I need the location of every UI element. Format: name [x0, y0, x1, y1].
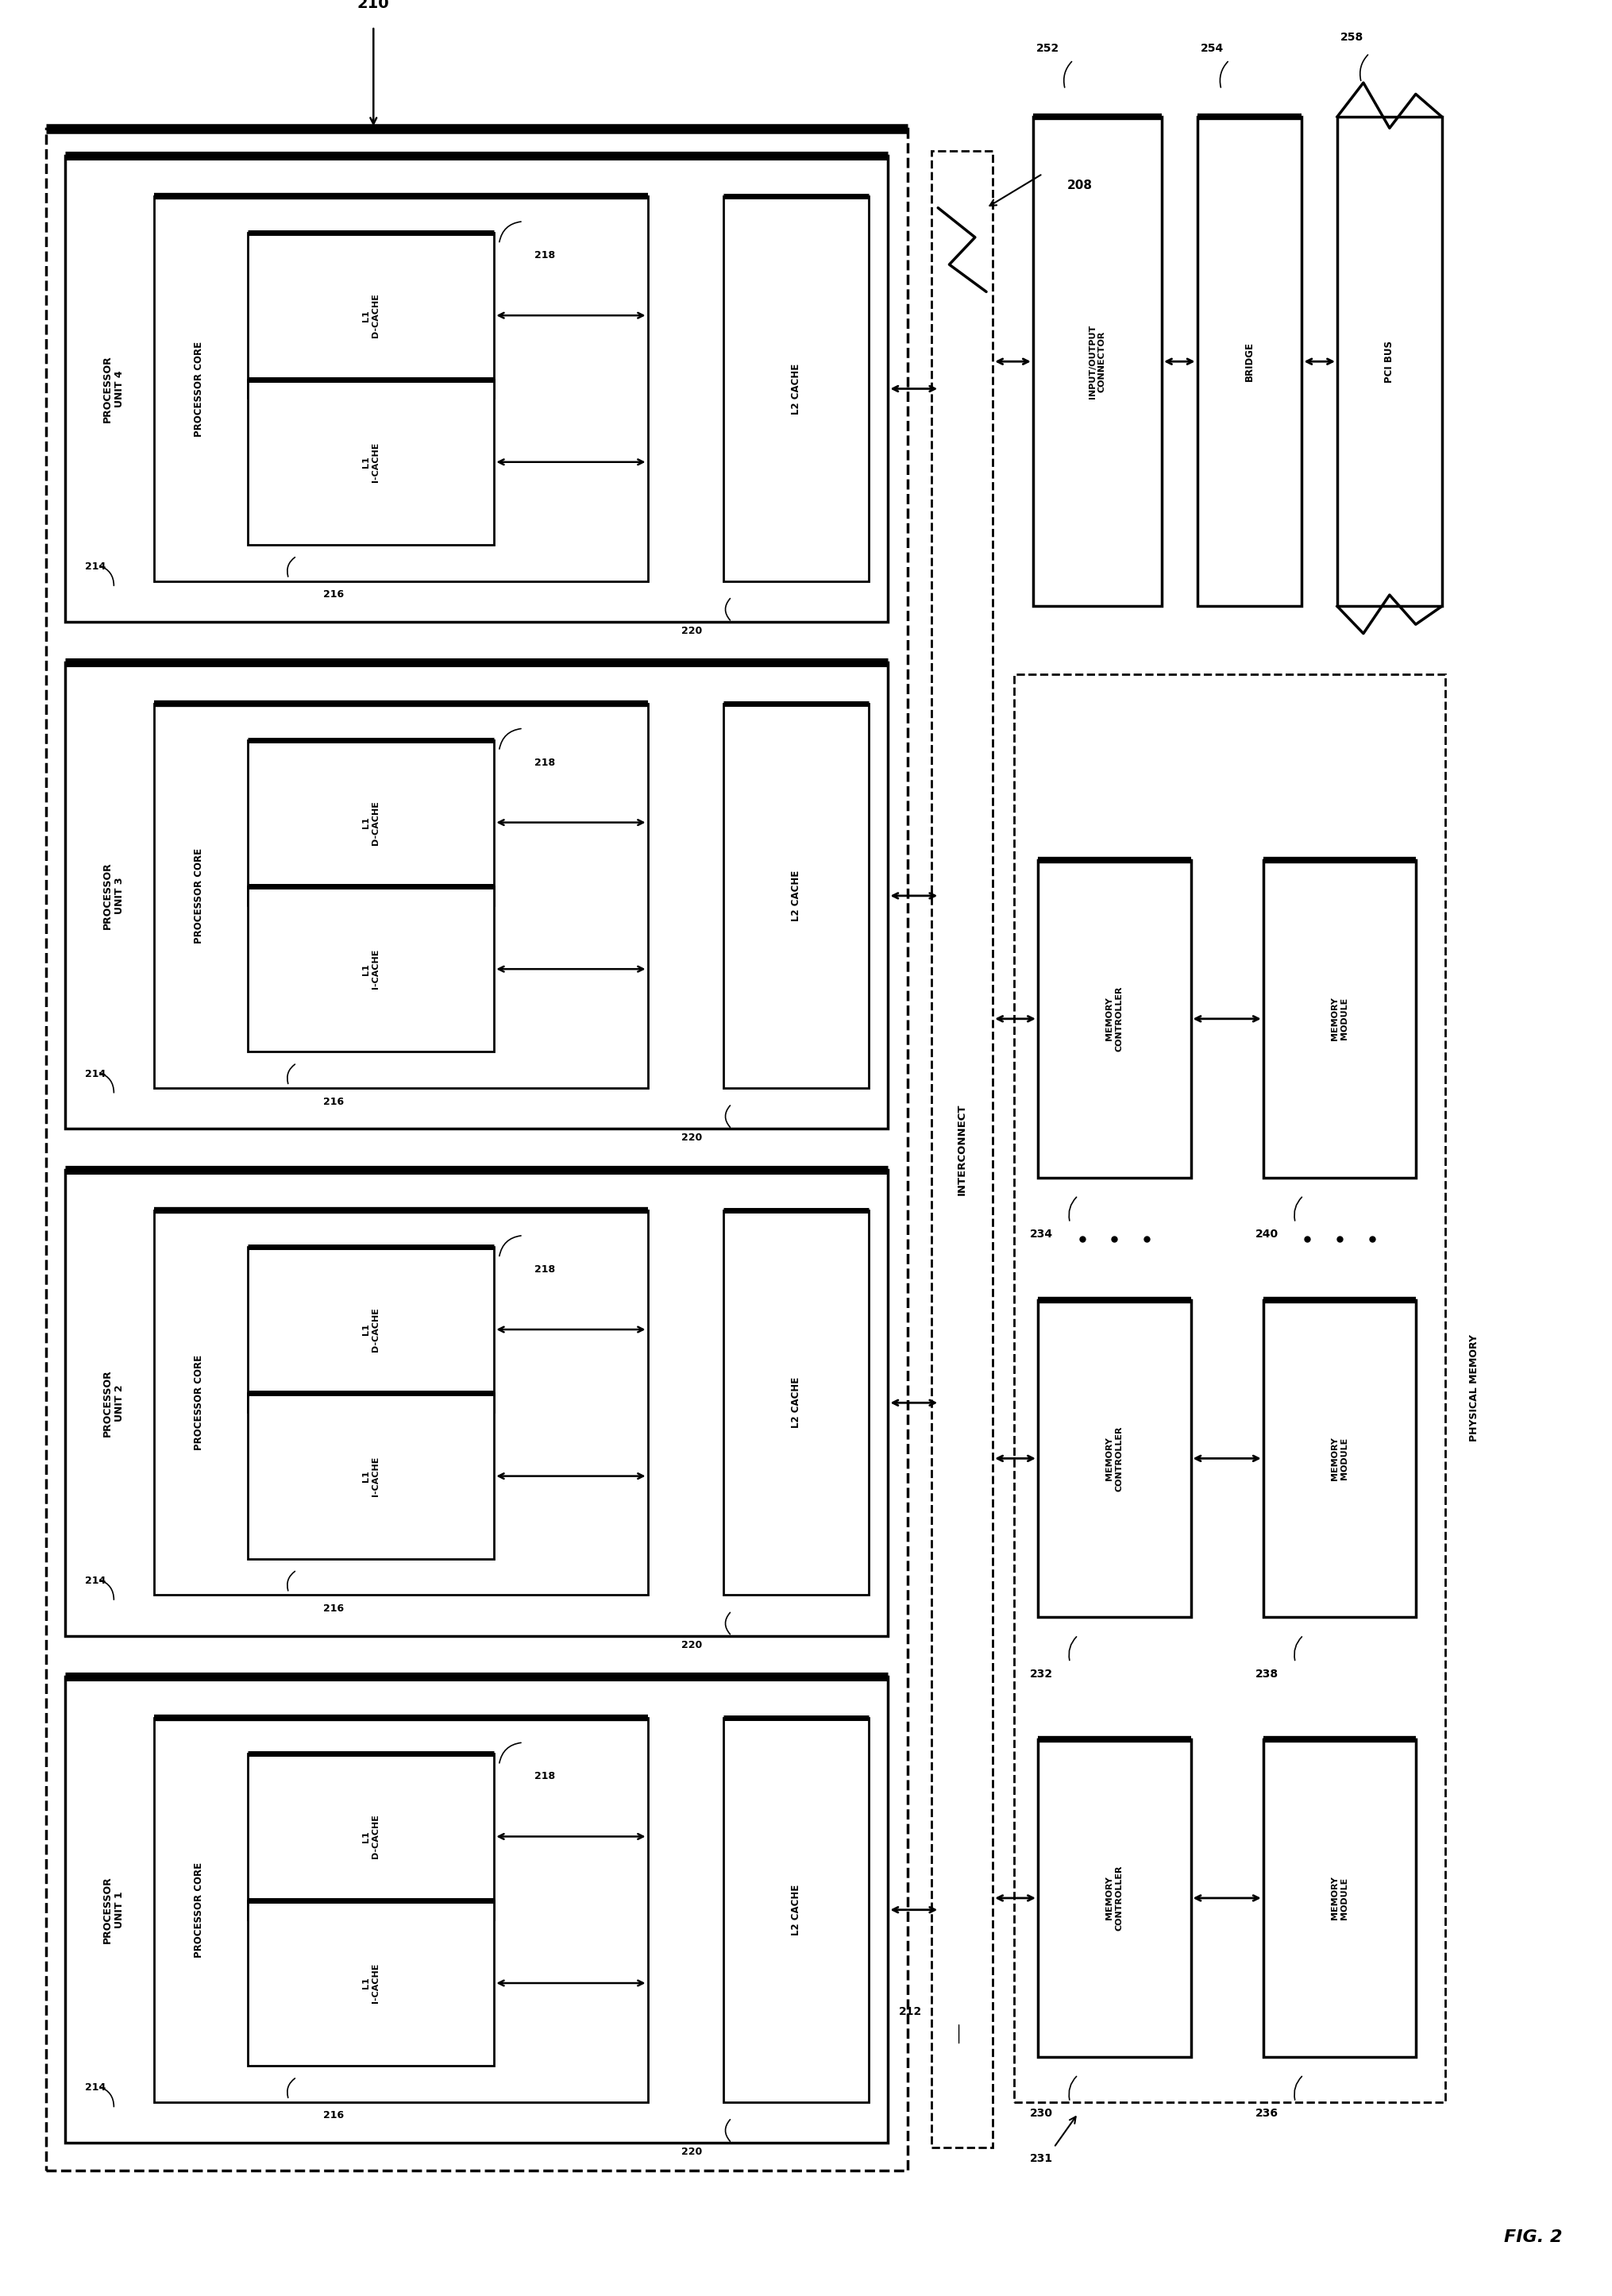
Bar [1014, 675, 1444, 2103]
Bar [932, 152, 993, 2147]
Text: MEMORY
MODULE: MEMORY MODULE [1332, 996, 1348, 1040]
Bar [724, 1210, 869, 1596]
Bar [47, 129, 908, 2170]
Text: L1
I-CACHE: L1 I-CACHE [363, 948, 379, 990]
Bar [66, 1676, 888, 2142]
Text: L1
I-CACHE: L1 I-CACHE [363, 1963, 379, 2002]
Text: L1
I-CACHE: L1 I-CACHE [363, 1456, 379, 1497]
Bar [724, 197, 869, 581]
Text: 230: 230 [1030, 2108, 1053, 2119]
Bar [1038, 1300, 1191, 1616]
Text: INPUT/OUTPUT
CONNECTOR: INPUT/OUTPUT CONNECTOR [1088, 324, 1106, 400]
Text: 220: 220 [680, 1639, 701, 1651]
Text: 254: 254 [1201, 44, 1224, 55]
Text: 220: 220 [680, 2147, 701, 2158]
Bar [155, 1210, 648, 1596]
Bar [1038, 861, 1191, 1178]
Text: 258: 258 [1341, 32, 1364, 44]
Text: 220: 220 [680, 627, 701, 636]
Text: PROCESSOR
UNIT 4: PROCESSOR UNIT 4 [103, 356, 124, 422]
Text: L1
I-CACHE: L1 I-CACHE [363, 443, 379, 482]
Bar [1033, 117, 1162, 606]
Bar [247, 886, 495, 1052]
Text: 236: 236 [1256, 2108, 1278, 2119]
Text: 214: 214 [85, 563, 106, 572]
Text: 214: 214 [85, 1575, 106, 1587]
Text: MEMORY
MODULE: MEMORY MODULE [1332, 1876, 1348, 1919]
Text: PHYSICAL MEMORY: PHYSICAL MEMORY [1469, 1334, 1480, 1442]
Text: 216: 216 [324, 590, 343, 599]
Text: 220: 220 [680, 1132, 701, 1143]
Text: PROCESSOR
UNIT 3: PROCESSOR UNIT 3 [103, 861, 124, 930]
Text: L1
D-CACHE: L1 D-CACHE [363, 294, 379, 338]
Bar [66, 156, 888, 622]
Text: INTERCONNECT: INTERCONNECT [958, 1104, 967, 1196]
Text: 252: 252 [1037, 44, 1059, 55]
Bar [247, 379, 495, 544]
Text: MEMORY
CONTROLLER: MEMORY CONTROLLER [1106, 1864, 1124, 1931]
Bar [1338, 117, 1441, 606]
Bar [1264, 1300, 1415, 1616]
Text: PROCESSOR
UNIT 2: PROCESSOR UNIT 2 [103, 1368, 124, 1437]
Text: FIG. 2: FIG. 2 [1504, 2229, 1562, 2245]
Text: 216: 216 [324, 1097, 343, 1107]
Text: PROCESSOR
UNIT 1: PROCESSOR UNIT 1 [103, 1876, 124, 1942]
Bar [724, 1717, 869, 2103]
Text: MEMORY
MODULE: MEMORY MODULE [1332, 1437, 1348, 1481]
Text: 212: 212 [898, 2007, 922, 2016]
Text: 218: 218 [535, 1773, 555, 1782]
Text: L2 CACHE: L2 CACHE [791, 870, 801, 921]
Text: 210: 210 [358, 0, 390, 11]
Bar [155, 197, 648, 581]
Text: 232: 232 [1030, 1669, 1053, 1678]
Text: PROCESSOR CORE: PROCESSOR CORE [193, 1862, 205, 1958]
Text: 218: 218 [535, 1265, 555, 1274]
Text: 214: 214 [85, 2082, 106, 2094]
Bar [66, 664, 888, 1130]
Bar [1264, 1740, 1415, 2057]
Bar [66, 1169, 888, 1635]
Bar [155, 703, 648, 1088]
Bar [1264, 861, 1415, 1178]
Bar [247, 1247, 495, 1412]
Text: PROCESSOR CORE: PROCESSOR CORE [193, 342, 205, 436]
Text: 208: 208 [1067, 179, 1093, 191]
Text: PCI BUS: PCI BUS [1385, 340, 1394, 383]
Text: L2 CACHE: L2 CACHE [791, 1378, 801, 1428]
Bar [247, 232, 495, 397]
Bar [724, 703, 869, 1088]
Text: BRIDGE: BRIDGE [1244, 342, 1254, 381]
Bar [247, 1394, 495, 1559]
Bar [155, 1717, 648, 2103]
Bar [1038, 1740, 1191, 2057]
Text: L1
D-CACHE: L1 D-CACHE [363, 1306, 379, 1352]
Text: 216: 216 [324, 2110, 343, 2122]
Text: L1
D-CACHE: L1 D-CACHE [363, 1814, 379, 1860]
Text: 216: 216 [324, 1603, 343, 1614]
Text: 238: 238 [1256, 1669, 1278, 1678]
Text: 218: 218 [535, 250, 555, 262]
Bar [247, 739, 495, 905]
Text: PROCESSOR CORE: PROCESSOR CORE [193, 1355, 205, 1451]
Text: L1
D-CACHE: L1 D-CACHE [363, 801, 379, 845]
Text: 234: 234 [1030, 1228, 1053, 1240]
Text: MEMORY
CONTROLLER: MEMORY CONTROLLER [1106, 985, 1124, 1052]
Bar [247, 1754, 495, 1919]
Bar [1198, 117, 1302, 606]
Text: 218: 218 [535, 758, 555, 767]
Bar [247, 1901, 495, 2066]
Text: 240: 240 [1256, 1228, 1278, 1240]
Text: L2 CACHE: L2 CACHE [791, 363, 801, 413]
Text: MEMORY
CONTROLLER: MEMORY CONTROLLER [1106, 1426, 1124, 1490]
Text: 231: 231 [1030, 2154, 1053, 2165]
Text: 214: 214 [85, 1068, 106, 1079]
Text: L2 CACHE: L2 CACHE [791, 1885, 801, 1936]
Text: PROCESSOR CORE: PROCESSOR CORE [193, 847, 205, 944]
